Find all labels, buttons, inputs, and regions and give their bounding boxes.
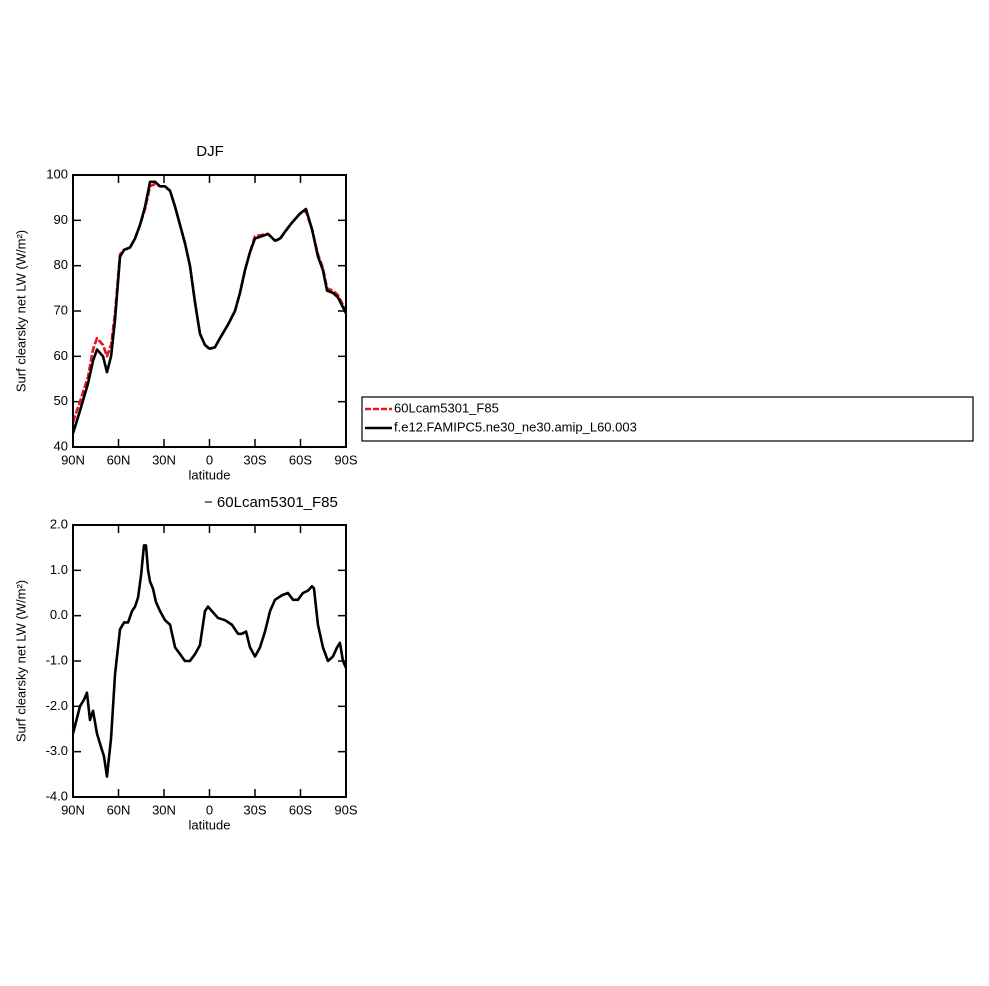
x-axis-label: latitude bbox=[189, 817, 231, 832]
y-tick-label: 80 bbox=[54, 257, 68, 272]
y-tick-label: -2.0 bbox=[46, 698, 68, 713]
legend-label: f.e12.FAMIPC5.ne30_ne30.amip_L60.003 bbox=[394, 419, 637, 434]
y-tick-label: 0.0 bbox=[50, 607, 68, 622]
y-axis-label: Surf clearsky net LW (W/m²) bbox=[13, 580, 28, 742]
x-tick-label: 0 bbox=[206, 802, 213, 817]
x-tick-label: 60N bbox=[107, 802, 131, 817]
x-tick-label: 60S bbox=[289, 452, 312, 467]
x-tick-label: 90N bbox=[61, 802, 85, 817]
data-line bbox=[71, 544, 348, 778]
y-tick-label: -1.0 bbox=[46, 652, 68, 667]
x-tick-label: 30N bbox=[152, 802, 176, 817]
legend-label: 60Lcam5301_F85 bbox=[394, 400, 499, 415]
data-line bbox=[71, 182, 348, 423]
y-tick-label: 2.0 bbox=[50, 516, 68, 531]
x-tick-label: 30S bbox=[243, 452, 266, 467]
y-tick-label: 70 bbox=[54, 302, 68, 317]
y-tick-label: -4.0 bbox=[46, 788, 68, 803]
y-tick-label: 40 bbox=[54, 438, 68, 453]
chart-title: DJF bbox=[196, 143, 224, 160]
y-axis-label: Surf clearsky net LW (W/m²) bbox=[13, 230, 28, 392]
legend-box bbox=[361, 396, 974, 442]
chart-title: − 60Lcam5301_F85 bbox=[204, 494, 338, 511]
x-tick-label: 90S bbox=[334, 452, 357, 467]
y-tick-label: 100 bbox=[46, 166, 68, 181]
data-line bbox=[71, 180, 348, 434]
x-tick-label: 30S bbox=[243, 802, 266, 817]
x-axis-label: latitude bbox=[189, 467, 231, 482]
plot-frame bbox=[72, 174, 347, 448]
y-tick-label: 50 bbox=[54, 393, 68, 408]
x-tick-label: 30N bbox=[152, 452, 176, 467]
x-tick-label: 90S bbox=[334, 802, 357, 817]
y-tick-label: 90 bbox=[54, 212, 68, 227]
x-tick-label: 90N bbox=[61, 452, 85, 467]
x-tick-label: 0 bbox=[206, 452, 213, 467]
y-tick-label: -3.0 bbox=[46, 743, 68, 758]
x-tick-label: 60S bbox=[289, 802, 312, 817]
y-tick-label: 1.0 bbox=[50, 562, 68, 577]
plot-frame bbox=[72, 524, 347, 798]
y-tick-label: 60 bbox=[54, 348, 68, 363]
x-tick-label: 60N bbox=[107, 452, 131, 467]
